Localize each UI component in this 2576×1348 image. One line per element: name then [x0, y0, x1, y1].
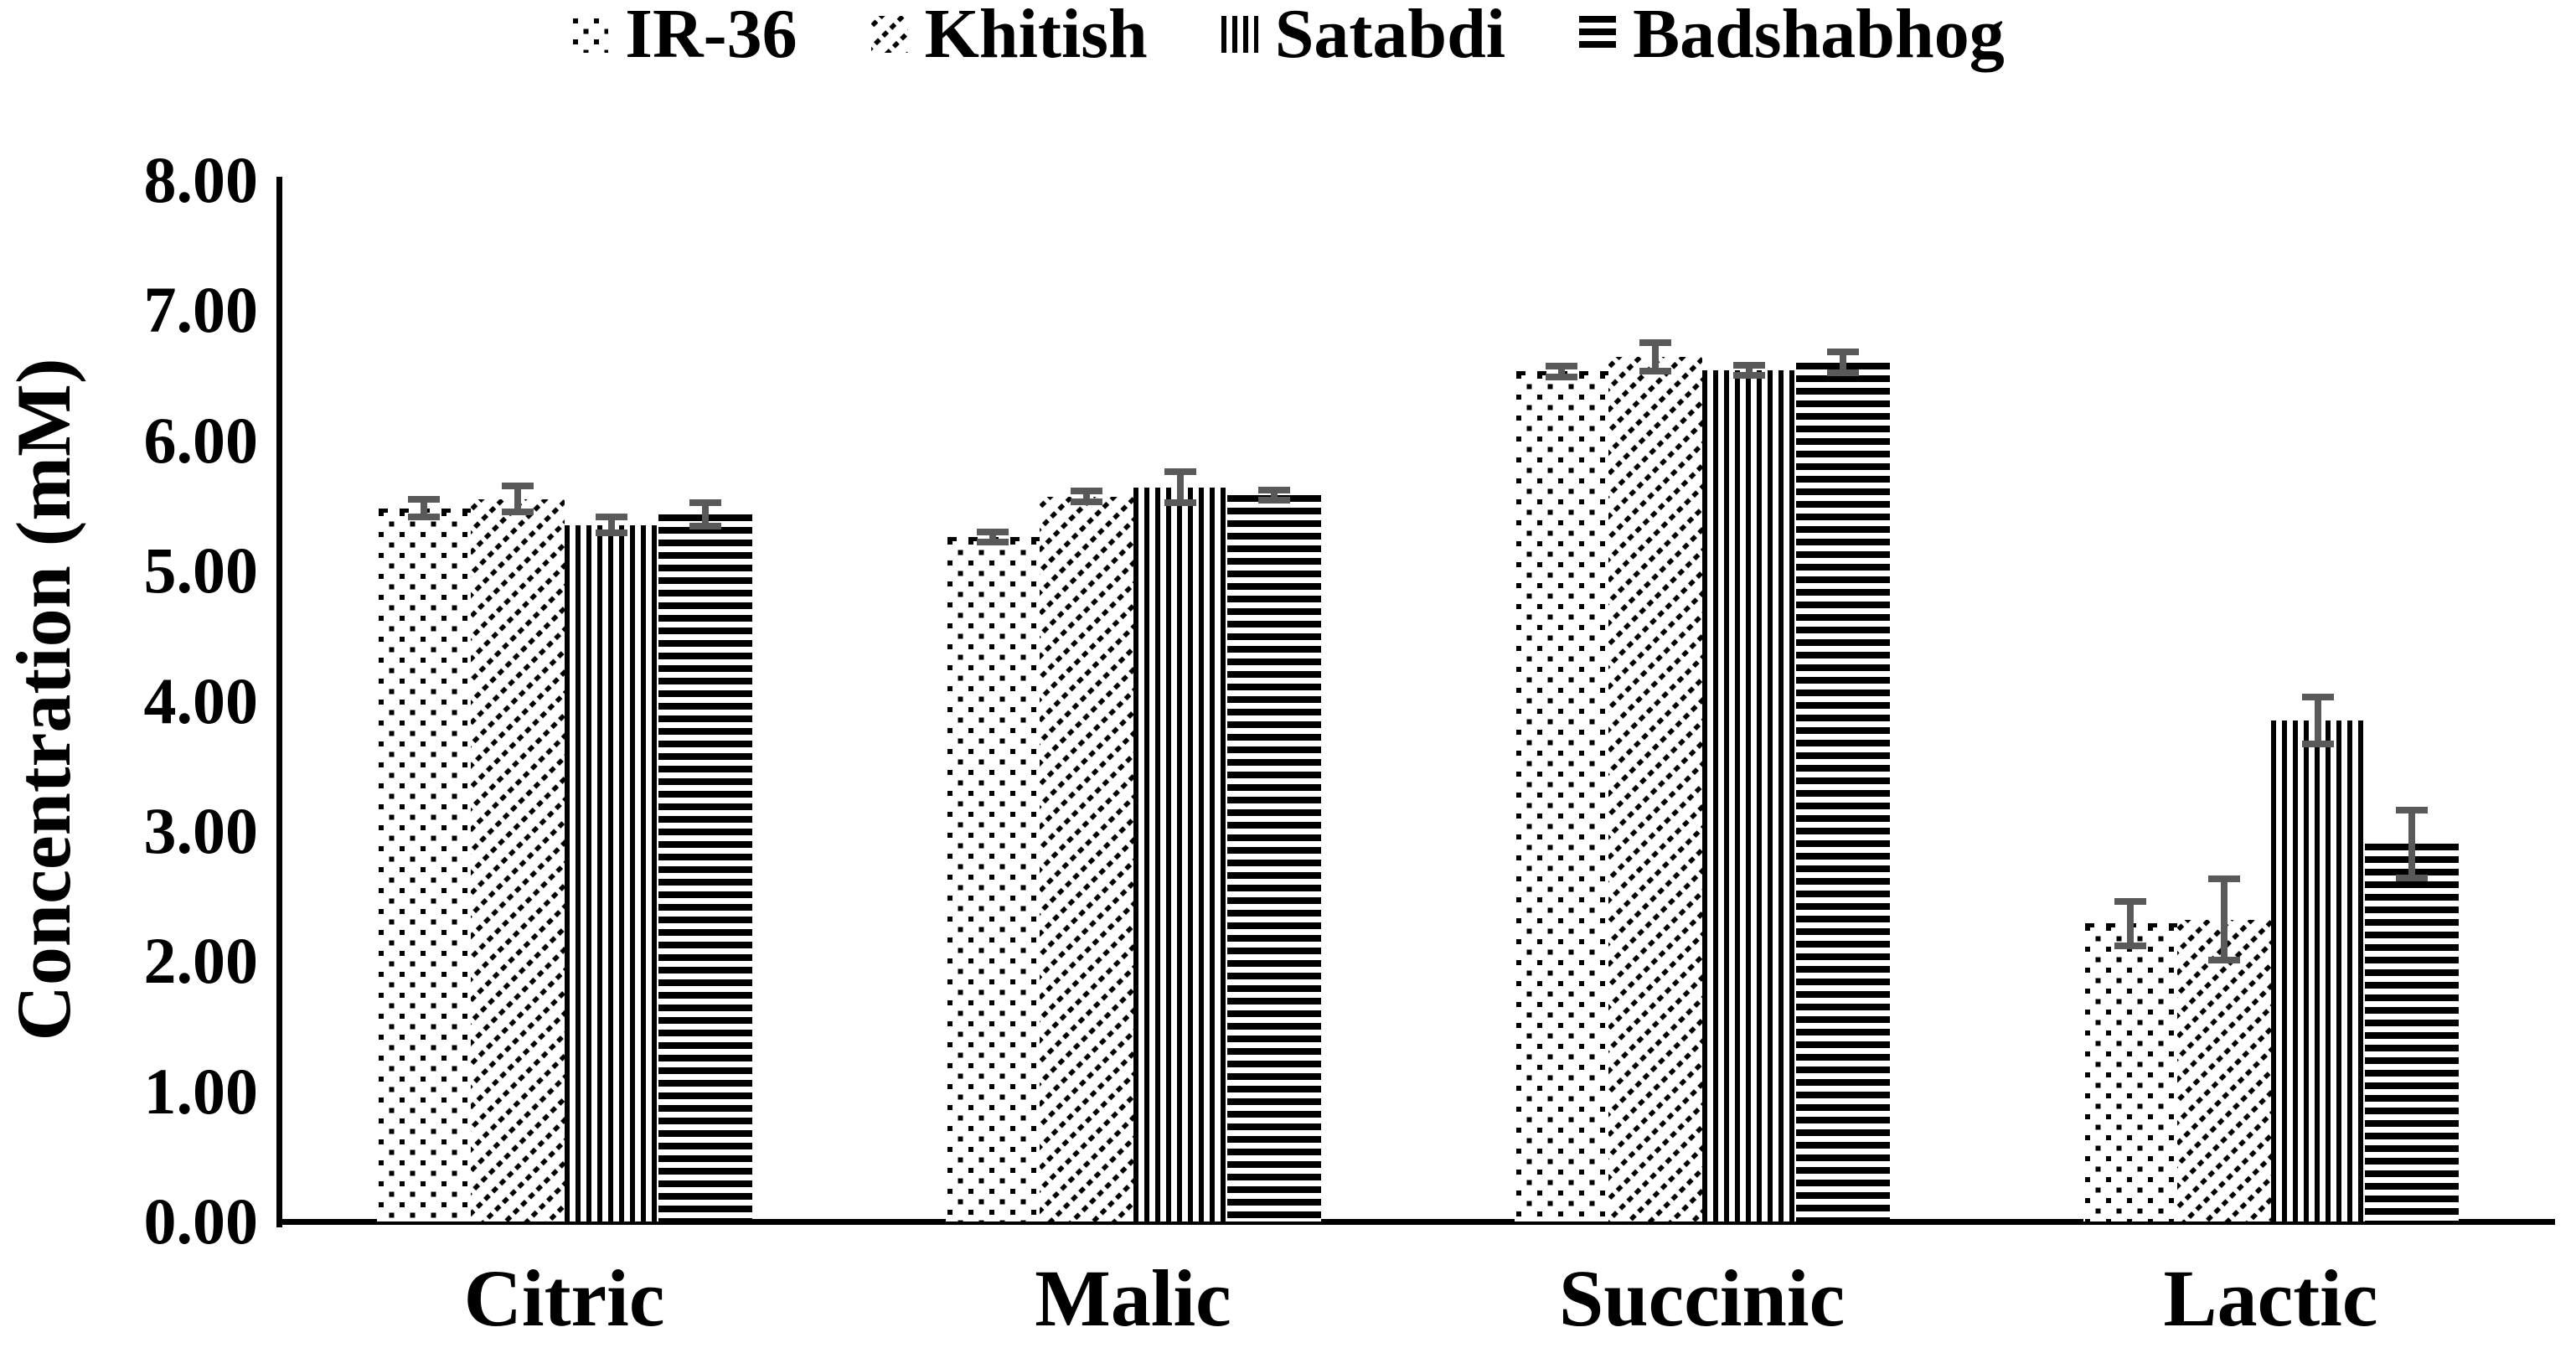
y-tick-label-0.00: 0.00 [143, 1185, 259, 1258]
bar-lactic-satabdi [2270, 720, 2365, 1221]
legend: IR-36 Khitish Satabdi Badshabhog [0, 0, 2576, 73]
category-label-succinic: Succinic [1558, 1253, 1846, 1343]
error-cap-bottom [1070, 498, 1102, 505]
legend-label: Badshabhog [1633, 0, 2005, 73]
legend-label: Satabdi [1274, 0, 1506, 73]
error-cap-top [501, 483, 534, 490]
legend-label: IR-36 [625, 0, 798, 73]
bar-succinic-badshabhog [1795, 363, 1890, 1221]
dots-swatch-icon [571, 16, 609, 53]
y-tick-label-4.00: 4.00 [143, 664, 259, 737]
category-label-malic: Malic [1035, 1253, 1231, 1343]
error-cap-top [1257, 486, 1290, 493]
error-cap-bottom [1545, 373, 1577, 380]
error-whisker [1270, 489, 1278, 501]
y-tick-label-8.00: 8.00 [143, 143, 259, 216]
error-cap-top [689, 499, 721, 507]
error-cap-top [2114, 897, 2146, 905]
error-cap-bottom [2395, 874, 2428, 881]
y-tick-label-1.00: 1.00 [143, 1054, 259, 1128]
error-cap-bottom [407, 514, 440, 521]
bar-succinic-satabdi [1701, 370, 1796, 1221]
error-cap-bottom [2114, 942, 2146, 949]
error-cap-top [976, 528, 1009, 535]
error-whisker [2408, 810, 2415, 878]
error-whisker [2126, 901, 2134, 946]
bar-malic-badshabhog [1226, 495, 1321, 1221]
bar-citric-badshabhog [658, 514, 752, 1221]
error-whisker [1082, 491, 1090, 502]
error-cap-bottom [501, 509, 534, 516]
error-cap-top [1164, 468, 1196, 476]
y-tick-label-6.00: 6.00 [143, 403, 259, 477]
error-cap-top [2395, 807, 2428, 813]
error-whisker [1745, 364, 1753, 376]
error-cap-top [1639, 339, 1671, 347]
error-cap-bottom [1732, 372, 1765, 380]
vertical-stripes-swatch-icon [1221, 16, 1258, 53]
error-cap-bottom [2301, 740, 2334, 747]
error-whisker [989, 531, 996, 542]
bar-lactic-badshabhog [2364, 844, 2459, 1221]
error-cap-bottom [595, 529, 627, 537]
category-label-citric: Citric [463, 1253, 665, 1343]
legend-item-badshabhog: Badshabhog [1579, 0, 2005, 70]
y-tick-label-7.00: 7.00 [143, 273, 259, 347]
error-cap-top [1070, 488, 1102, 495]
bar-lactic-ir-36 [2083, 923, 2177, 1221]
error-whisker [2220, 879, 2228, 960]
error-whisker [701, 503, 709, 527]
y-axis-line [276, 177, 282, 1227]
x-axis-line [276, 1219, 2555, 1225]
error-cap-bottom [2207, 956, 2240, 963]
error-cap-bottom [1826, 369, 1859, 376]
error-cap-top [1545, 363, 1577, 370]
bar-lactic-khitish [2176, 920, 2271, 1221]
error-cap-bottom [1639, 368, 1671, 375]
diagonal-stripes-swatch-icon [870, 16, 908, 53]
bar-succinic-khitish [1608, 357, 1702, 1221]
error-whisker [420, 498, 427, 518]
legend-item-satabdi: Satabdi [1221, 0, 1505, 70]
y-tick-label-2.00: 2.00 [143, 924, 259, 998]
bar-citric-khitish [470, 499, 565, 1221]
legend-item-ir-36: IR-36 [571, 0, 798, 73]
error-whisker [2314, 696, 2321, 744]
error-cap-top [2207, 875, 2240, 883]
bar-malic-satabdi [1133, 488, 1227, 1221]
error-whisker [1839, 352, 1846, 373]
error-whisker [514, 486, 521, 513]
error-cap-top [2301, 693, 2334, 700]
error-whisker [1176, 472, 1184, 504]
bar-citric-ir-36 [376, 509, 471, 1221]
y-tick-label-3.00: 3.00 [143, 793, 259, 867]
error-cap-bottom [1257, 497, 1290, 504]
error-cap-top [1826, 349, 1859, 356]
bar-malic-ir-36 [945, 537, 1040, 1221]
error-cap-bottom [976, 538, 1009, 545]
category-label-lactic: Lactic [2163, 1253, 2378, 1343]
error-cap-top [595, 514, 627, 521]
error-cap-bottom [689, 523, 721, 530]
legend-label: Khitish [924, 0, 1148, 73]
error-cap-top [407, 495, 440, 503]
error-whisker [607, 517, 615, 534]
horizontal-stripes-swatch-icon [1579, 16, 1617, 53]
bar-malic-khitish [1039, 497, 1133, 1221]
error-cap-bottom [1164, 499, 1196, 507]
bar-citric-satabdi [564, 525, 658, 1221]
error-cap-top [1732, 361, 1765, 369]
bar-succinic-ir-36 [1514, 371, 1608, 1221]
y-tick-label-5.00: 5.00 [143, 534, 259, 607]
error-whisker [1651, 343, 1659, 372]
legend-item-khitish: Khitish [870, 0, 1148, 73]
error-whisker [1557, 366, 1565, 377]
